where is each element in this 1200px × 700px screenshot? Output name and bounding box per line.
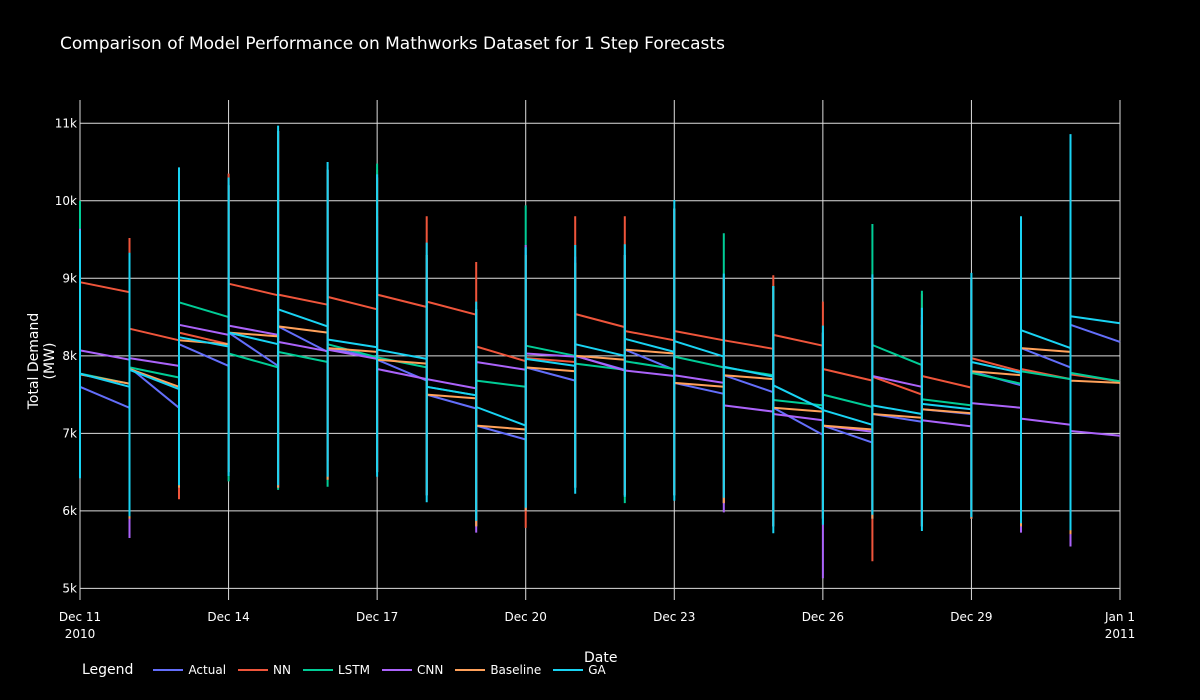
legend-title: Legend — [82, 662, 134, 678]
legend-swatch — [302, 669, 333, 671]
x-tick-label: Dec 29 — [950, 610, 992, 624]
legend-item-cnn[interactable]: CNN — [381, 663, 444, 677]
y-tick-label: 11k — [55, 116, 77, 130]
x-tick-label: Dec 17 — [356, 610, 398, 624]
series-line-nn — [79, 131, 1121, 562]
legend-item-actual[interactable]: Actual — [153, 663, 226, 677]
x-axis-label: Date — [584, 650, 618, 666]
y-tick-label: 10k — [55, 194, 77, 208]
y-tick-label: 5k — [62, 581, 77, 595]
legend-label: NN — [273, 663, 291, 677]
legend-swatch — [153, 669, 184, 671]
x-tick-label: Dec 23 — [653, 610, 695, 624]
legend-label: Baseline — [490, 663, 542, 677]
chart-title: Comparison of Model Performance on Mathw… — [60, 34, 725, 54]
legend-item-ga[interactable]: GA — [553, 663, 606, 677]
legend-item-lstm[interactable]: LSTM — [302, 663, 370, 677]
legend-item-baseline[interactable]: Baseline — [455, 663, 541, 677]
series-line-ga — [79, 125, 1121, 534]
legend-swatch — [553, 669, 584, 671]
x-tick-label: Dec 14 — [207, 610, 249, 624]
legend-swatch — [455, 669, 486, 671]
legend-label: CNN — [416, 663, 444, 677]
legend-item-nn[interactable]: NN — [238, 663, 291, 677]
x-tick-year-label: 2011 — [1105, 627, 1136, 641]
legend-label: LSTM — [337, 663, 370, 677]
x-tick-year-label: 2010 — [65, 627, 96, 641]
legend-swatch — [381, 669, 412, 671]
series-line-baseline — [79, 131, 1121, 535]
y-tick-label: 8k — [62, 349, 77, 363]
x-tick-label: Dec 20 — [505, 610, 547, 624]
y-axis-label: Total Demand (MW) — [26, 312, 58, 410]
x-tick-label: Jan 1 — [1104, 610, 1135, 624]
y-tick-label: 7k — [62, 426, 77, 440]
legend-items: Actual NN LSTM CNN Baseline GA — [153, 663, 617, 677]
legend-label: GA — [588, 663, 606, 677]
x-tick-label: Dec 11 — [59, 610, 101, 624]
legend-swatch — [238, 669, 269, 671]
x-tick-label: Dec 26 — [802, 610, 844, 624]
y-tick-label: 6k — [62, 504, 77, 518]
legend-label: Actual — [188, 663, 227, 677]
y-tick-label: 9k — [62, 271, 77, 285]
legend: Legend Actual NN LSTM CNN Baseline GA — [82, 662, 618, 678]
